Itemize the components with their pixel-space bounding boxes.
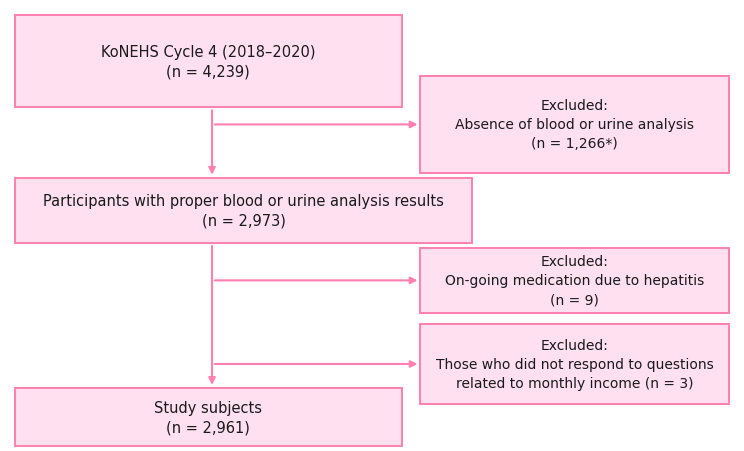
Text: related to monthly income (n = 3): related to monthly income (n = 3) xyxy=(456,376,693,390)
Text: KoNEHS Cycle 4 (2018–2020): KoNEHS Cycle 4 (2018–2020) xyxy=(101,45,315,60)
Text: (n = 1,266*): (n = 1,266*) xyxy=(531,137,618,151)
Text: Participants with proper blood or urine analysis results: Participants with proper blood or urine … xyxy=(43,194,444,209)
FancyBboxPatch shape xyxy=(15,178,472,244)
Text: Excluded:: Excluded: xyxy=(541,255,609,269)
FancyBboxPatch shape xyxy=(420,248,729,313)
Text: Study subjects: Study subjects xyxy=(154,400,263,415)
Text: Excluded:: Excluded: xyxy=(541,99,609,113)
Text: (n = 2,973): (n = 2,973) xyxy=(202,213,286,228)
FancyBboxPatch shape xyxy=(15,388,402,446)
Text: On-going medication due to hepatitis: On-going medication due to hepatitis xyxy=(445,274,705,288)
FancyBboxPatch shape xyxy=(420,325,729,404)
Text: Those who did not respond to questions: Those who did not respond to questions xyxy=(436,357,713,371)
FancyBboxPatch shape xyxy=(15,16,402,108)
Text: Absence of blood or urine analysis: Absence of blood or urine analysis xyxy=(455,118,694,132)
FancyBboxPatch shape xyxy=(420,77,729,174)
Text: Excluded:: Excluded: xyxy=(541,338,609,352)
Text: (n = 9): (n = 9) xyxy=(551,293,599,307)
Text: (n = 2,961): (n = 2,961) xyxy=(167,419,250,434)
Text: (n = 4,239): (n = 4,239) xyxy=(167,64,250,79)
